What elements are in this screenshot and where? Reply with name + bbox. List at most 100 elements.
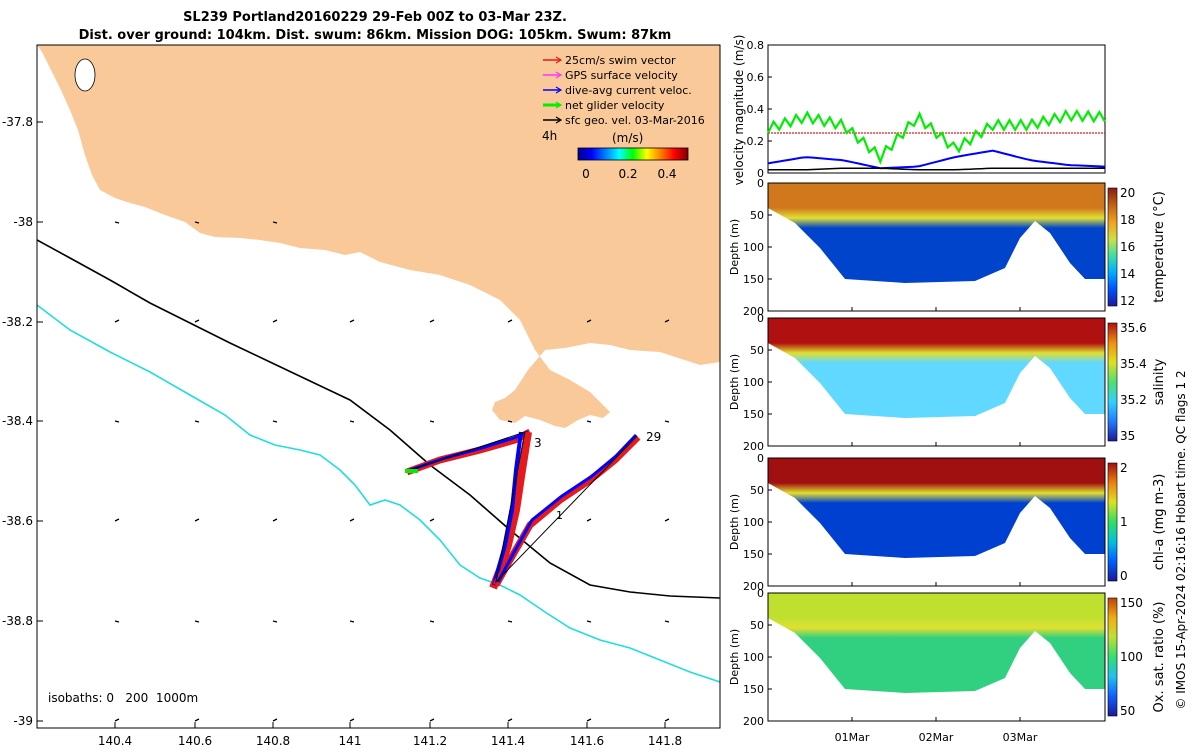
depth-tick-label: 150 xyxy=(743,683,764,696)
chart-title-line1: SL239 Portland20160229 29-Feb 00Z to 03-… xyxy=(183,10,567,25)
velocity-ytick-label: 0.2 xyxy=(747,135,765,148)
map-xtick-label: 141 xyxy=(339,734,362,748)
sfc-arrow xyxy=(114,620,120,623)
sfc-arrow xyxy=(664,420,670,423)
section-field xyxy=(768,593,1105,693)
velocity-ylabel: velocity magnitude (m/s) xyxy=(732,35,746,186)
map-xtick-label: 141.4 xyxy=(491,734,525,748)
depth-tick-label: 200 xyxy=(743,580,764,593)
colorbar-tick-label: 35.6 xyxy=(1120,321,1147,335)
section-ylabel: Depth (m) xyxy=(728,629,741,685)
geo-velocity-series xyxy=(768,167,1105,171)
sfc-arrow xyxy=(664,518,670,522)
depth-tick-label: 150 xyxy=(743,548,764,561)
depth-tick-label: 150 xyxy=(743,408,764,421)
colorbar-tick-label: 150 xyxy=(1120,596,1143,610)
date-tick-01Mar: 01Mar xyxy=(835,731,870,744)
depth-tick-label: 200 xyxy=(743,715,764,728)
sfc-arrow xyxy=(429,319,435,323)
map-ytick-label: -38.8 xyxy=(2,614,33,628)
colorbar-tick-label: 35 xyxy=(1120,429,1135,443)
map-frame xyxy=(36,44,721,729)
sfc-arrow xyxy=(114,518,120,522)
map-xtick-label: 140.4 xyxy=(98,734,132,748)
sfc-arrow xyxy=(272,718,278,722)
depth-tick-label: 0 xyxy=(757,452,764,465)
sfc-arrow xyxy=(194,319,200,323)
map-y-ticks: -37.8 -38 -38.2 -38.4 -38.6 -38.8 -39 xyxy=(2,115,43,728)
section-colorbar xyxy=(1107,322,1118,442)
sfc-arrows xyxy=(114,221,670,722)
sfc-arrow xyxy=(664,620,670,623)
date-tick-03Mar: 03Mar xyxy=(1003,731,1038,744)
map-xtick-label: 141.6 xyxy=(570,734,604,748)
map-xtick-label: 141.2 xyxy=(413,734,447,748)
depth-tick-label: 100 xyxy=(743,651,764,664)
sfc-arrow xyxy=(664,319,670,323)
isobath-200m xyxy=(37,239,720,599)
colorbar-tick-label: 18 xyxy=(1120,213,1135,227)
legend-arrowhead xyxy=(555,71,563,79)
sfc-arrow xyxy=(349,620,355,623)
colorbar-tick-label: 50 xyxy=(1120,704,1135,718)
cbar-tick-0: 0 xyxy=(582,167,590,181)
velocity-ytick-label: 0.6 xyxy=(747,71,765,84)
colorbar-tick-label: 35.2 xyxy=(1120,393,1147,407)
sfc-arrow xyxy=(507,420,513,423)
sfc-arrow xyxy=(586,518,592,522)
legend-arrowhead xyxy=(555,56,563,64)
legend-arrowhead xyxy=(555,86,563,94)
section-ylabel: Depth (m) xyxy=(728,354,741,410)
glider-tracks xyxy=(405,428,641,590)
section-panel-oxygen: 0 50 100 150 200 Depth (m) 50 100 150 Ox. sat. ra… xyxy=(728,587,1167,728)
map-ytick-label: -37.8 xyxy=(2,115,33,129)
sfc-arrow xyxy=(272,319,278,323)
track-blue-leg3 xyxy=(496,433,638,583)
cbar-tick-0.4: 0.4 xyxy=(657,167,676,181)
land-area xyxy=(37,45,720,428)
sfc-arrow xyxy=(429,718,435,722)
isobath-1000m xyxy=(37,304,720,683)
map-panel: 3 29 1 25cm/s swim vector GPS surface vel… xyxy=(2,44,721,748)
section-field xyxy=(768,318,1105,418)
section-colorbar-label: salinity xyxy=(1152,358,1167,405)
sfc-arrow xyxy=(349,420,355,423)
sfc-arrow xyxy=(586,620,592,623)
sfc-arrow xyxy=(349,518,355,522)
colorbar-tick-label: 35.4 xyxy=(1120,357,1147,371)
section-colorbar xyxy=(1107,462,1118,582)
colorbar-tick-label: 0 xyxy=(1120,569,1128,583)
colorbar-tick-label: 1 xyxy=(1120,515,1128,529)
sfc-arrow xyxy=(114,319,120,323)
colorbar-tick-label: 20 xyxy=(1120,186,1135,200)
sfc-arrow xyxy=(507,620,513,623)
section-panel-temperature: 0 50 100 150 200 Depth (m) 12 14 16 18 20 temperatu… xyxy=(728,177,1167,318)
section-panel-salinity: 0 50 100 150 200 Depth (m) 35 35.2 35.4 35.6 salin… xyxy=(728,312,1167,453)
depth-tick-label: 150 xyxy=(743,273,764,286)
sfc-arrow xyxy=(272,620,278,623)
section-panel-chla: 0 50 100 150 200 Depth (m) 0 1 2 chl-a (mg m-3) xyxy=(728,452,1167,593)
depth-tick-label: 100 xyxy=(743,516,764,529)
sfc-arrow xyxy=(349,319,355,323)
section-colorbar-label: chl-a (mg m-3) xyxy=(1152,474,1167,571)
velocity-ytick-label: 0.4 xyxy=(747,103,765,116)
sfc-arrow xyxy=(586,319,592,323)
sfc-arrow xyxy=(507,718,513,722)
section-ylabel: Depth (m) xyxy=(728,494,741,550)
sfc-arrow xyxy=(664,718,670,722)
section-colorbar xyxy=(1107,187,1118,307)
sfc-arrow xyxy=(114,718,120,722)
map-ytick-label: -38.2 xyxy=(2,315,33,329)
map-ytick-label: -39 xyxy=(13,714,33,728)
sfc-arrow xyxy=(194,420,200,423)
section-field xyxy=(768,183,1105,283)
map-xtick-label: 140.6 xyxy=(178,734,212,748)
section-colorbar-label: temperature (°C) xyxy=(1152,191,1167,303)
sfc-arrow xyxy=(272,221,278,224)
velocity-ytick-label: 0.8 xyxy=(747,39,765,52)
day-label-1: 1 xyxy=(556,509,563,522)
date-tick-02Mar: 02Mar xyxy=(919,731,954,744)
depth-tick-label: 50 xyxy=(750,344,764,357)
sfc-arrow xyxy=(429,420,435,423)
